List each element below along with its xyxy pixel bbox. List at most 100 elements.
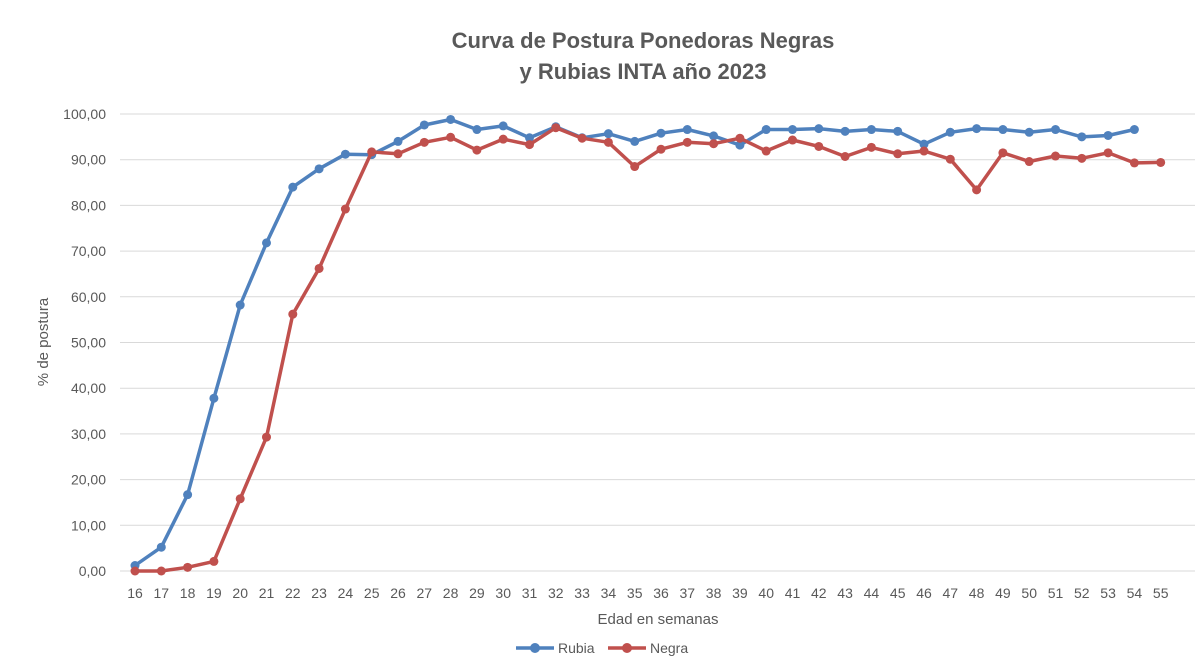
- x-tick-label: 43: [837, 585, 853, 601]
- data-point-negra: [814, 141, 824, 151]
- y-tick-label: 0,00: [79, 563, 106, 579]
- data-point-negra: [972, 185, 982, 195]
- x-tick-label: 34: [601, 585, 617, 601]
- data-point-rubia: [1129, 125, 1139, 135]
- series-layer: [130, 114, 1166, 576]
- x-tick-label: 18: [180, 585, 196, 601]
- data-point-negra: [1051, 151, 1060, 161]
- data-point-rubia: [209, 393, 219, 403]
- x-tick-label: 49: [995, 585, 1011, 601]
- data-point-rubia: [262, 238, 271, 248]
- data-point-rubia: [288, 182, 298, 192]
- data-point-negra: [498, 134, 508, 144]
- data-point-rubia: [446, 114, 456, 124]
- x-tick-label: 54: [1127, 585, 1143, 601]
- data-point-rubia: [1051, 125, 1060, 135]
- y-tick-label: 100,00: [63, 106, 106, 122]
- x-tick-label: 21: [259, 585, 275, 601]
- x-tick-label: 25: [364, 585, 380, 601]
- y-tick-label: 50,00: [71, 335, 106, 351]
- data-point-rubia: [866, 125, 876, 135]
- data-point-rubia: [156, 542, 166, 552]
- x-tick-label: 50: [1021, 585, 1037, 601]
- data-point-negra: [761, 146, 771, 156]
- data-point-rubia: [1103, 130, 1113, 140]
- chart-title-line-1: Curva de Postura Ponedoras Negras: [452, 28, 835, 53]
- x-tick-label: 52: [1074, 585, 1090, 601]
- x-tick-label: 45: [890, 585, 906, 601]
- x-tick-label: 28: [443, 585, 459, 601]
- x-tick-label: 22: [285, 585, 301, 601]
- data-point-negra: [130, 566, 140, 576]
- data-point-negra: [419, 137, 429, 147]
- legend-item-negra: Negra: [608, 640, 688, 656]
- y-tick-label: 90,00: [71, 152, 106, 168]
- y-tick-label: 80,00: [71, 197, 106, 213]
- x-tick-label: 38: [706, 585, 722, 601]
- y-axis-title: % de postura: [35, 297, 52, 386]
- data-point-rubia: [735, 140, 745, 150]
- data-point-rubia: [472, 125, 482, 135]
- y-tick-label: 40,00: [71, 380, 106, 396]
- data-point-negra: [840, 152, 850, 162]
- legend-item-rubia: Rubia: [516, 640, 595, 656]
- data-point-negra: [209, 556, 219, 566]
- data-point-negra: [288, 309, 298, 319]
- chart-title-line-2: y Rubias INTA año 2023: [520, 59, 767, 84]
- x-tick-label: 46: [916, 585, 932, 601]
- data-point-negra: [314, 263, 324, 273]
- y-tick-label: 10,00: [71, 517, 106, 533]
- data-point-negra: [1129, 158, 1139, 168]
- legend-marker-rubia: [530, 643, 540, 653]
- data-point-rubia: [1024, 127, 1034, 137]
- data-point-negra: [235, 494, 245, 504]
- y-tick-label: 30,00: [71, 426, 106, 442]
- y-tick-label: 70,00: [71, 243, 106, 259]
- x-tick-label: 33: [574, 585, 590, 601]
- data-point-negra: [893, 149, 903, 159]
- data-point-rubia: [656, 128, 666, 138]
- x-tick-label: 24: [338, 585, 354, 601]
- y-tick-label: 60,00: [71, 289, 106, 305]
- data-point-negra: [577, 133, 587, 143]
- data-point-rubia: [998, 125, 1008, 135]
- data-point-negra: [340, 204, 350, 214]
- x-tick-label: 47: [943, 585, 959, 601]
- x-tick-label: 51: [1048, 585, 1064, 601]
- data-point-rubia: [393, 136, 403, 146]
- data-point-rubia: [314, 164, 324, 174]
- x-tick-label: 29: [469, 585, 485, 601]
- x-tick-label: 27: [417, 585, 433, 601]
- data-point-negra: [156, 566, 166, 576]
- data-point-negra: [682, 137, 692, 147]
- legend-label-rubia: Rubia: [558, 640, 595, 656]
- data-point-negra: [446, 132, 456, 142]
- data-point-rubia: [814, 124, 824, 134]
- data-point-negra: [709, 139, 719, 149]
- x-tick-label: 26: [390, 585, 406, 601]
- data-point-negra: [1024, 157, 1034, 167]
- data-point-negra: [630, 162, 640, 172]
- data-point-negra: [183, 562, 193, 572]
- gridlines: [120, 113, 1195, 572]
- data-point-rubia: [235, 300, 245, 310]
- data-point-rubia: [183, 490, 193, 500]
- series-rubia: [130, 114, 1139, 571]
- series-negra: [130, 123, 1166, 576]
- x-tick-label: 44: [864, 585, 880, 601]
- data-point-rubia: [972, 124, 982, 134]
- x-tick-label: 48: [969, 585, 985, 601]
- data-point-negra: [919, 146, 929, 156]
- x-tick-label: 20: [232, 585, 248, 601]
- data-point-rubia: [630, 136, 640, 146]
- data-point-rubia: [603, 129, 613, 139]
- x-tick-label: 37: [680, 585, 696, 601]
- x-tick-label: 39: [732, 585, 748, 601]
- data-point-negra: [656, 144, 666, 154]
- x-tick-label: 36: [653, 585, 669, 601]
- data-point-rubia: [840, 126, 850, 136]
- data-point-rubia: [682, 125, 692, 135]
- data-point-rubia: [1077, 132, 1087, 142]
- data-point-negra: [367, 147, 377, 157]
